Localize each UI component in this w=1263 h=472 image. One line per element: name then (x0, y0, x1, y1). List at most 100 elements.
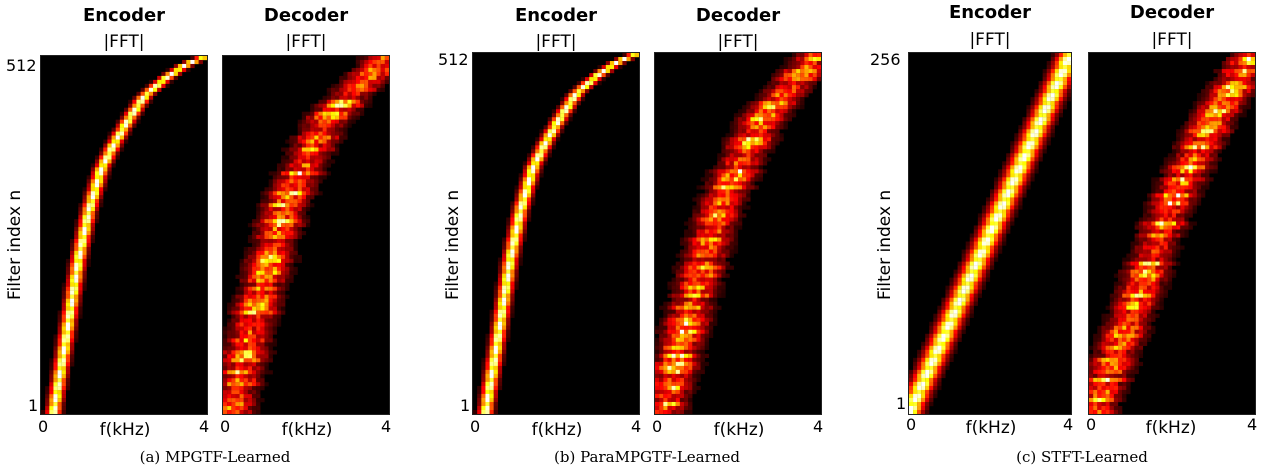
heatmap-cell (746, 105, 751, 110)
heatmap-cell (1250, 81, 1255, 86)
heatmap-cell (289, 139, 294, 144)
heatmap-cell (1155, 229, 1160, 234)
heatmap-cell (969, 233, 974, 238)
heatmap-cell (99, 167, 104, 172)
heatmap-cell (1030, 129, 1035, 134)
heatmap-cell (721, 269, 726, 274)
heatmap-cell (285, 171, 290, 176)
heatmap-cell (522, 173, 528, 178)
heatmap-cell (783, 61, 788, 66)
heatmap-cell (281, 254, 286, 260)
heatmap-cell (535, 149, 540, 154)
heatmap-cell (692, 277, 697, 282)
heatmap-cell (343, 131, 348, 136)
heatmap-cell (268, 326, 273, 331)
heatmap-cell (1221, 125, 1227, 130)
x-tick-end: 4 (813, 417, 824, 436)
heatmap-cell (276, 274, 282, 279)
heatmap-cell (285, 199, 290, 204)
heatmap-cell (493, 397, 498, 403)
heatmap-cell (1022, 189, 1027, 194)
heatmap-cell (692, 225, 697, 230)
heatmap-cell (1213, 97, 1218, 102)
heatmap-cell (1147, 241, 1152, 246)
heatmap-cell (297, 215, 302, 220)
heatmap-cell (1209, 125, 1214, 130)
heatmap-cell (671, 337, 676, 342)
heatmap-cell (256, 286, 261, 291)
heatmap-cell (239, 290, 244, 295)
heatmap-cell (1006, 209, 1011, 214)
heatmap-cell (1192, 201, 1197, 206)
heatmap-cell (1134, 221, 1139, 226)
heatmap-cell (597, 77, 602, 82)
heatmap-cell (941, 321, 946, 326)
heatmap-cell (502, 281, 507, 286)
heatmap-cell (1002, 169, 1007, 174)
heatmap-cell (247, 270, 253, 275)
heatmap-cell (796, 57, 801, 62)
heatmap-cell (252, 278, 257, 283)
heatmap-cell (326, 127, 331, 132)
heatmap-cell (128, 107, 133, 112)
heatmap-cell (502, 357, 507, 363)
heatmap-cell (256, 410, 261, 414)
heatmap-cell (663, 365, 668, 371)
heatmap-cell (148, 91, 154, 96)
heatmap-cell (1062, 53, 1068, 58)
heatmap-cell (708, 313, 714, 318)
heatmap-cell (713, 297, 718, 302)
heatmap-cell (272, 179, 278, 184)
heatmap-cell (314, 143, 319, 148)
heatmap-cell (1138, 293, 1144, 298)
heatmap-cell (144, 83, 149, 89)
heatmap-cell (1018, 185, 1023, 190)
heatmap-cell (293, 246, 298, 252)
heatmap-cell (1246, 61, 1251, 66)
heatmap-cell (264, 227, 269, 232)
heatmap-cell (1109, 301, 1114, 306)
heatmap-cell (231, 322, 236, 327)
heatmap-cell (998, 169, 1003, 174)
heatmap-cell (1118, 333, 1123, 338)
heatmap-cell (1155, 285, 1160, 290)
heatmap-cell (750, 137, 755, 142)
heatmap-cell (306, 179, 311, 184)
heatmap-cell (1205, 85, 1210, 90)
heatmap-cell (659, 317, 664, 322)
heatmap-cell (688, 265, 693, 270)
heatmap-cell (502, 269, 507, 274)
heatmap-cell (973, 265, 978, 270)
heatmap-cell (285, 195, 290, 200)
heatmap-cell (510, 277, 515, 282)
heatmap-cell (364, 59, 369, 65)
heatmap-cell (1155, 241, 1160, 246)
heatmap-cell (514, 269, 519, 274)
heatmap-cell (692, 389, 697, 395)
heatmap-cell (1109, 333, 1114, 338)
heatmap-cell (729, 149, 734, 154)
heatmap-cell (796, 61, 801, 66)
heatmap-cell (260, 350, 265, 355)
heatmap-cell (301, 195, 307, 200)
heatmap-cell (1225, 77, 1231, 82)
heatmap-cell (981, 237, 987, 242)
heatmap-cell (223, 342, 228, 347)
heatmap-cell (746, 153, 751, 158)
heatmap-cell (485, 341, 490, 346)
heatmap-cell (985, 205, 991, 210)
heatmap-cell (564, 93, 569, 98)
heatmap-cell (704, 185, 710, 190)
heatmap-cell (322, 107, 327, 112)
heatmap-cell (364, 83, 369, 89)
heatmap-cell (510, 209, 515, 214)
heatmap-cell (729, 233, 734, 238)
heatmap-cell (738, 213, 743, 218)
heatmap-cell (1014, 209, 1019, 214)
heatmap-cell (502, 337, 507, 342)
heatmap-cell (981, 257, 987, 262)
heatmap-cell (994, 181, 999, 186)
heatmap-cell (301, 167, 307, 172)
heatmap-cell (128, 103, 133, 108)
heatmap-cell (738, 177, 743, 182)
